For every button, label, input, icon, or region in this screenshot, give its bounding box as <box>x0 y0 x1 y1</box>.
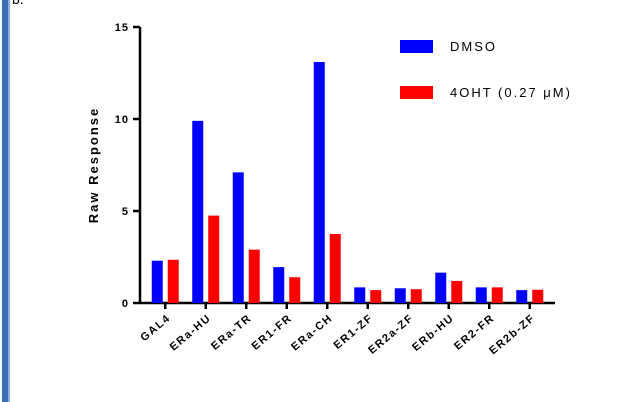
bar-dmso <box>516 290 528 303</box>
bar-4oht <box>370 290 382 303</box>
bar-dmso <box>475 287 487 303</box>
bar-4oht <box>451 280 463 303</box>
bar-dmso <box>394 288 406 303</box>
bar-4oht <box>167 259 179 303</box>
y-tick-label: 5 <box>122 206 129 218</box>
category-label: ERb-HU <box>410 312 456 354</box>
bar-4oht <box>491 287 503 303</box>
category-label: ERa-TR <box>209 312 254 353</box>
category-label: ERa-HU <box>168 312 214 353</box>
legend-swatch <box>400 40 433 53</box>
legend-label: DMSO <box>450 39 497 54</box>
y-tick-label: 0 <box>122 298 129 310</box>
bar-dmso <box>354 287 366 303</box>
bar-4oht <box>208 215 220 303</box>
category-label: ER1-FR <box>250 312 295 353</box>
bar-dmso <box>232 172 244 303</box>
bar-4oht <box>329 234 341 303</box>
category-label: ER2a-ZF <box>366 312 416 357</box>
bar-dmso <box>151 260 163 303</box>
y-tick-label: 10 <box>115 114 129 126</box>
bar-dmso <box>313 61 325 304</box>
bar-4oht <box>248 249 260 303</box>
legend-label: 4OHT (0.27 μM) <box>450 85 572 100</box>
bars <box>151 61 544 304</box>
bar-4oht <box>532 289 544 303</box>
legend: DMSO 4OHT (0.27 μM) <box>400 39 572 100</box>
bar-dmso <box>435 272 447 303</box>
y-axis-title: Raw Response <box>86 107 101 223</box>
bar-4oht <box>410 289 422 303</box>
category-label: GAL4 <box>138 312 173 344</box>
panel-letter: b. <box>12 0 24 7</box>
left-border-bar <box>2 0 10 402</box>
category-labels: GAL4ERa-HUERa-TRER1-FRERa-CHER1-ZFER2a-Z… <box>138 312 537 357</box>
bar-dmso <box>192 120 204 303</box>
category-label: ERa-CH <box>289 312 335 353</box>
legend-swatch <box>400 86 433 99</box>
bar-4oht <box>289 277 301 303</box>
y-tick-label: 15 <box>115 22 129 34</box>
bar-dmso <box>273 267 285 303</box>
